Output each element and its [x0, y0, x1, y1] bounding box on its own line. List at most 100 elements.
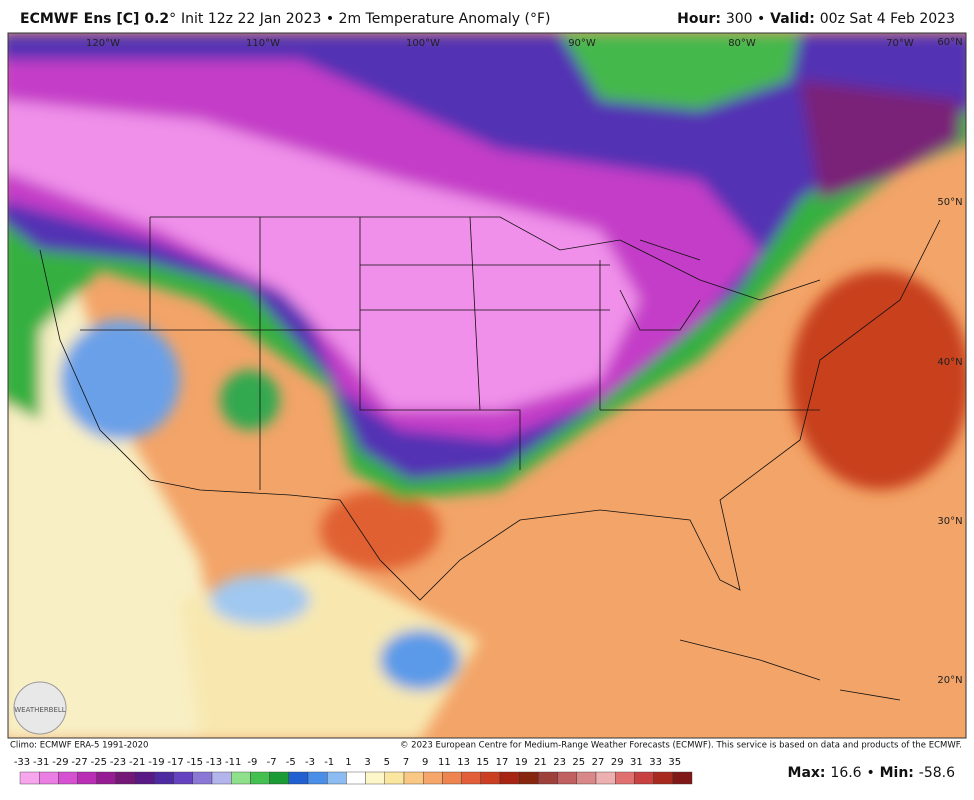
lon-label: 70°W: [886, 38, 914, 49]
colorbar-label: -5: [286, 757, 296, 768]
colorbar-box: [192, 771, 213, 785]
colorbar-box: [442, 771, 462, 785]
lat-label: 40°N: [937, 357, 962, 368]
colorbar-box: [19, 771, 40, 785]
colorbar-label: 19: [515, 757, 528, 768]
colorbar-label: -13: [206, 757, 222, 768]
colorbar-label: -33: [14, 757, 30, 768]
colorbar-box: [230, 771, 251, 785]
colorbar-label: -31: [33, 757, 49, 768]
colorbar-label: -7: [267, 757, 277, 768]
colorbar-box: [384, 771, 405, 785]
colorbar-label: 13: [457, 757, 470, 768]
colorbar-box: [58, 771, 78, 785]
colorbar-label: 25: [572, 757, 585, 768]
colorbar-label: 23: [553, 757, 566, 768]
colorbar-box: [269, 771, 290, 785]
hour-label: Hour:: [677, 11, 721, 27]
colorbar-label: 35: [668, 757, 681, 768]
colorbar-box: [519, 771, 539, 785]
title-bold: ECMWF Ens [C] 0.2: [20, 11, 169, 27]
colorbar-box: [634, 771, 654, 785]
colorbar-label: -25: [91, 757, 107, 768]
colorbar-box: [173, 771, 194, 785]
colorbar-label: -9: [247, 757, 257, 768]
colorbar-box: [423, 771, 443, 785]
colorbar-box: [134, 771, 155, 785]
colorbar-box: [672, 771, 693, 785]
colorbar-box: [403, 771, 424, 785]
colorbar-label: 33: [649, 757, 662, 768]
max-label: Max:: [788, 765, 826, 781]
boundaries: [39, 216, 941, 701]
separator: •: [866, 765, 874, 781]
colorbar-box: [250, 771, 270, 785]
colorbar-label: 17: [496, 757, 509, 768]
colorbar-box: [365, 771, 386, 785]
valid-label: Valid:: [770, 11, 815, 27]
climo-note: Climo: ECMWF ERA-5 1991-2020: [10, 741, 148, 751]
lon-label: 120°W: [86, 38, 120, 49]
colorbar-box: [557, 771, 577, 785]
colorbar-label: -29: [52, 757, 68, 768]
colorbar-box: [615, 771, 635, 785]
lat-label: 20°N: [937, 675, 962, 686]
colorbar-label: 27: [592, 757, 605, 768]
copyright: © 2023 European Centre for Medium-Range …: [400, 741, 962, 751]
colorbar-box: [346, 771, 366, 785]
header-title: ECMWF Ens [C] 0.2° Init 12z 22 Jan 2023 …: [20, 11, 551, 27]
colorbar-box: [499, 771, 520, 785]
colorbar-label: 31: [630, 757, 643, 768]
title-degree: °: [169, 11, 176, 27]
colorbar-label: -1: [324, 757, 334, 768]
colorbar-box: [538, 771, 558, 785]
lon-label: 100°W: [406, 38, 440, 49]
logo: WEATHERBELL: [13, 681, 67, 735]
colorbar-box: [461, 771, 482, 785]
colorbar-label: 29: [611, 757, 624, 768]
colorbar-box: [480, 771, 501, 785]
colorbar-label: -21: [129, 757, 145, 768]
lat-label: 30°N: [937, 516, 962, 527]
colorbar-box: [211, 771, 232, 785]
map-field: [8, 33, 966, 738]
colorbar-box: [77, 771, 97, 785]
lon-label: 90°W: [568, 38, 596, 49]
logo-text: WEATHERBELL: [14, 706, 66, 714]
colorbar-label: -15: [187, 757, 203, 768]
lon-label: 110°W: [246, 38, 280, 49]
colorbar-label: 5: [384, 757, 390, 768]
min-value: -58.6: [919, 765, 955, 781]
colorbar-box: [576, 771, 597, 785]
hour-value: 300 •: [726, 11, 765, 27]
lon-label: 80°W: [728, 38, 756, 49]
colorbar-label: 9: [422, 757, 428, 768]
colorbar-box: [288, 771, 309, 785]
map-frame: [7, 32, 967, 739]
colorbar-label: -11: [225, 757, 241, 768]
lat-label: 60°N: [937, 37, 962, 48]
colorbar-label: 7: [403, 757, 409, 768]
min-label: Min:: [880, 765, 914, 781]
colorbar-label: 15: [476, 757, 489, 768]
colorbar-label: -27: [71, 757, 87, 768]
max-value: 16.6: [830, 765, 861, 781]
colorbar-label: -23: [110, 757, 126, 768]
colorbar-box: [327, 771, 347, 785]
colorbar-label: 3: [364, 757, 370, 768]
colorbar-label: 11: [438, 757, 451, 768]
colorbar-label: 21: [534, 757, 547, 768]
colorbar-box: [307, 771, 328, 785]
colorbar-box: [595, 771, 616, 785]
colorbar-label: -3: [305, 757, 315, 768]
colorbar-box: [653, 771, 673, 785]
colorbar-box: [115, 771, 136, 785]
title-rest: Init 12z 22 Jan 2023 • 2m Temperature An…: [181, 11, 551, 27]
lat-label: 50°N: [937, 197, 962, 208]
colorbar-label: -17: [167, 757, 183, 768]
colorbar-label: 1: [345, 757, 351, 768]
colorbar-box: [96, 771, 117, 785]
valid-value: 00z Sat 4 Feb 2023: [820, 11, 955, 27]
colorbar-box: [154, 771, 174, 785]
